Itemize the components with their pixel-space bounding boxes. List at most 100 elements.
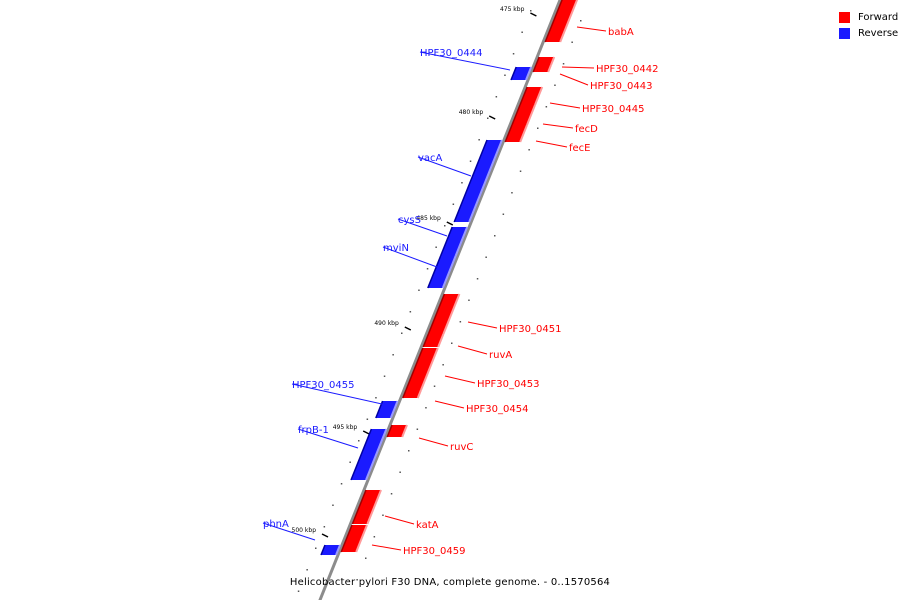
gene-shadow [402,389,407,399]
minor-tick [478,139,480,141]
gene-hpf30-0443[interactable]: HPF30_0443 [532,64,652,92]
gene-baba[interactable]: babA [544,0,634,43]
minor-tick [408,450,410,452]
gene-fece[interactable]: fecE [504,124,591,154]
minor-tick [495,96,498,98]
gene-body [341,525,367,552]
gene-frpb-1[interactable]: frpB-1 [297,425,388,481]
gene-body [427,256,456,288]
gene-label: mviN [383,243,409,254]
gene-highlight [416,389,422,399]
minor-tick [366,418,369,420]
gene-leader [559,73,589,86]
gene-highlight [437,333,445,348]
legend-forward: Forward [839,9,898,25]
gene-shadow [439,226,453,257]
gene-leader [549,102,581,109]
gene-shadow [453,139,488,223]
minor-tick [461,182,463,184]
reverse-swatch [839,27,850,39]
gene-hpf30-0442[interactable]: HPF30_0442 [535,56,658,75]
genome-backbone [318,0,562,600]
minor-tick [433,385,436,387]
minor-tick [459,321,462,323]
gene-highlight [366,489,382,525]
gene-body [352,490,381,524]
gene-leader [434,400,465,409]
gene-highlight [355,524,368,553]
gene-leader [397,218,448,237]
minor-tick [451,342,453,344]
gene-fecd[interactable]: fecD [511,104,598,135]
gene-highlight [365,428,388,481]
gene-label: vacA [418,153,443,164]
gene-leader [382,246,438,268]
gene-shadow [350,428,373,481]
gene-shadow [544,0,563,43]
gene-body [536,57,555,65]
gene-leader [384,515,415,525]
gene-shadow [351,489,367,525]
gene-highlight [525,66,533,81]
gene-label: babA [608,27,634,38]
gene-hpf30-0455[interactable]: HPF30_0455 [291,380,399,419]
kbp-tick-label: 480 kbp [459,109,484,116]
gene-leader [418,437,449,447]
gene-vaca[interactable]: vacA [417,139,503,223]
gene-body [351,429,387,480]
minor-tick [401,332,403,334]
gene-label: HPF30_0453 [477,379,539,390]
gene-label: fecE [569,143,591,154]
gene-highlight [401,424,408,438]
kbp-tick-label: 475 kbp [500,6,525,13]
gene-hpf30-0454[interactable]: HPF30_0454 [402,389,529,415]
gene-leader [297,428,359,449]
gene-hpf30-0445[interactable]: HPF30_0445 [519,86,644,115]
gene-label: ruvC [450,442,473,453]
gene-ruva[interactable]: ruvA [422,333,512,361]
gene-body [406,348,438,390]
gene-leader [262,522,316,541]
gene-label: HPF30_0459 [403,546,465,557]
gene-cyss[interactable]: cysS [397,215,469,257]
gene-highlight [389,400,399,419]
gene-mvin[interactable]: mviN [382,243,457,289]
legend-reverse-label: Reverse [858,27,899,39]
gene-hpf30-0453[interactable]: HPF30_0453 [405,347,539,391]
kbp-tick-mark [446,221,454,226]
minor-tick [409,311,412,313]
gene-label: HPF30_0454 [466,404,528,415]
gene-leader [576,26,607,32]
gene-hpf30-0459[interactable]: HPF30_0459 [340,524,465,557]
gene-highlight [534,86,544,106]
gene-leader [419,51,511,71]
minor-tick [494,235,496,237]
gene-hpf30-0444[interactable]: HPF30_0444 [419,48,533,81]
minor-tick [469,160,472,162]
gene-highlight [519,124,528,143]
forward-swatch [839,11,850,23]
gene-body [423,334,444,347]
gene-label: HPF30_0455 [292,380,354,391]
gene-highlight [335,544,341,556]
minor-tick [519,170,522,172]
gene-leader [444,375,476,384]
gene-label: cysS [398,215,421,226]
minor-tick [554,84,556,86]
gene-phna[interactable]: phnA [262,519,341,556]
gene-ruvc[interactable]: ruvC [386,424,473,453]
gene-body [454,140,502,222]
minor-tick [485,256,487,258]
gene-kata[interactable]: katA [351,489,439,531]
gene-highlight [559,0,579,43]
gene-body [402,390,421,398]
minor-tick [528,149,530,151]
gene-body [440,227,468,256]
gene-shadow [405,347,424,391]
minor-tick [504,74,506,76]
minor-tick [487,117,489,119]
minor-tick [452,203,455,205]
gene-hpf30-0451[interactable]: HPF30_0451 [427,293,561,335]
gene-highlight [420,347,439,391]
minor-tick [358,440,360,442]
